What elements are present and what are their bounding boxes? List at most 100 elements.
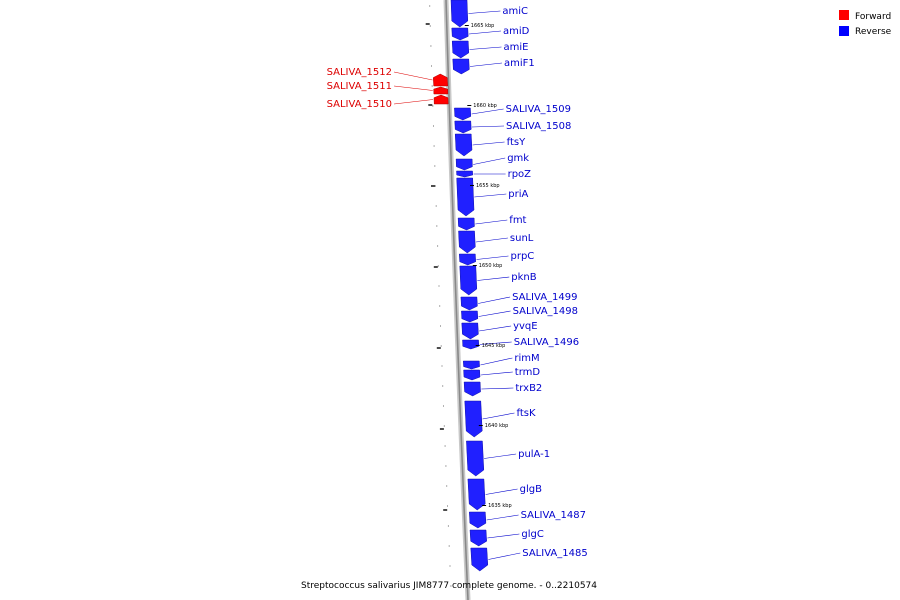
- gene-label-sunl[interactable]: sunL: [510, 233, 534, 244]
- legend-swatch-forward: [839, 10, 849, 20]
- gene-track: [433, 0, 489, 572]
- gene-label-glgc[interactable]: glgC: [521, 529, 543, 540]
- position-label: 1640 kbp: [485, 423, 509, 429]
- leader-line: [480, 357, 513, 366]
- gene-label-saliva_1496[interactable]: SALIVA_1496: [514, 337, 579, 348]
- leader-line: [475, 219, 508, 225]
- gene-arrow-saliva_1496[interactable]: [462, 339, 480, 350]
- gene-arrow-amif1[interactable]: [452, 58, 470, 75]
- position-label: 1635 kbp: [488, 503, 512, 509]
- gene-label-prpc[interactable]: prpC: [511, 251, 535, 262]
- legend-label-reverse: Reverse: [855, 27, 892, 37]
- gene-label-pria[interactable]: priA: [508, 189, 528, 200]
- gene-arrow-rpoz[interactable]: [456, 170, 473, 178]
- position-label: 1660 kbp: [473, 103, 497, 109]
- gene-arrow-pknb[interactable]: [459, 265, 478, 296]
- gene-label-amid[interactable]: amiD: [503, 26, 530, 37]
- position-label: 1650 kbp: [479, 263, 503, 269]
- leader-line: [486, 514, 519, 521]
- gene-label-saliva_1498[interactable]: SALIVA_1498: [513, 306, 578, 317]
- gene-label-amic[interactable]: amiC: [502, 6, 528, 17]
- gene-label-saliva_1510[interactable]: SALIVA_1510: [327, 99, 392, 110]
- gene-arrow-trxb2[interactable]: [463, 381, 481, 397]
- gene-label-rimm[interactable]: rimM: [514, 353, 539, 364]
- gene-label-pknb[interactable]: pknB: [511, 272, 536, 283]
- leader-line: [475, 237, 508, 243]
- gene-label-saliva_1487[interactable]: SALIVA_1487: [521, 510, 586, 521]
- gene-arrow-fmt[interactable]: [457, 217, 475, 231]
- leader-line: [468, 30, 502, 35]
- leader-line: [484, 453, 517, 459]
- gene-label-trxb2[interactable]: trxB2: [515, 383, 542, 394]
- gene-label-rpoz[interactable]: rpoZ: [508, 169, 532, 180]
- leader-line: [471, 125, 505, 128]
- gene-arrow-glgc[interactable]: [469, 529, 487, 547]
- leader-line: [478, 310, 511, 317]
- gene-arrow-saliva_1487[interactable]: [469, 511, 487, 529]
- genome-caption: Streptococcus salivarius JIM8777 complet…: [301, 581, 597, 591]
- gene-label-fmt[interactable]: fmt: [509, 215, 526, 226]
- position-label: 1645 kbp: [482, 343, 506, 349]
- gene-label-ftsy[interactable]: ftsY: [507, 137, 526, 148]
- gene-arrow-sunl[interactable]: [458, 230, 476, 254]
- leader-line: [473, 157, 506, 165]
- gene-arrow-saliva_1509[interactable]: [454, 107, 472, 121]
- gene-label-saliva_1512[interactable]: SALIVA_1512: [327, 67, 392, 78]
- gene-arrow-amid[interactable]: [451, 27, 469, 41]
- gene-arrow-amic[interactable]: [450, 0, 469, 28]
- leader-line: [481, 387, 514, 390]
- leader-line: [468, 10, 501, 14]
- legend: Forward Reverse: [839, 10, 892, 37]
- gene-label-saliva_1509[interactable]: SALIVA_1509: [506, 104, 571, 115]
- leader-line: [479, 325, 512, 332]
- leader-line: [482, 412, 515, 420]
- gene-arrow-ftsk[interactable]: [464, 400, 483, 438]
- leader-line: [474, 193, 507, 198]
- gene-label-yvqe[interactable]: yvqE: [513, 321, 538, 332]
- leader-line: [487, 533, 520, 539]
- gene-arrow-pula-1[interactable]: [466, 440, 485, 477]
- gene-arrow-gmk[interactable]: [455, 158, 473, 171]
- gene-label-saliva_1485[interactable]: SALIVA_1485: [522, 548, 587, 559]
- gene-arrow-yvqe[interactable]: [461, 322, 479, 340]
- leader-line: [393, 85, 433, 91]
- gene-label-trmd[interactable]: trmD: [515, 367, 541, 378]
- leader-line: [476, 255, 509, 260]
- gene-arrow-saliva_1510[interactable]: [433, 94, 449, 105]
- position-labels: 1665 kbp 1660 kbp 1655 kbp 1650 kbp 1645 kbp…: [464, 23, 512, 509]
- gene-label-pula-1[interactable]: pulA-1: [518, 449, 550, 460]
- leader-line: [480, 371, 513, 376]
- gene-label-saliva_1511[interactable]: SALIVA_1511: [327, 81, 392, 92]
- gene-arrow-saliva_1498[interactable]: [461, 310, 479, 323]
- gene-label-amif1[interactable]: amiF1: [504, 58, 535, 69]
- gene-arrow-ftsy[interactable]: [454, 133, 473, 157]
- leader-line: [479, 341, 512, 345]
- leader-line: [469, 62, 503, 67]
- legend-label-forward: Forward: [855, 12, 891, 22]
- gene-arrow-glgb[interactable]: [467, 478, 486, 511]
- leader-line: [472, 141, 505, 146]
- gene-label-gmk[interactable]: gmk: [507, 153, 529, 164]
- gene-label-amie[interactable]: amiE: [504, 42, 529, 53]
- gene-arrow-pria[interactable]: [456, 177, 475, 217]
- gene-arrow-saliva_1511[interactable]: [433, 86, 449, 95]
- gene-arrow-saliva_1512[interactable]: [433, 73, 448, 87]
- gene-label-saliva_1499[interactable]: SALIVA_1499: [512, 292, 577, 303]
- legend-swatch-reverse: [839, 26, 849, 36]
- label-leaders: [393, 10, 521, 560]
- gene-arrow-trmd[interactable]: [463, 369, 481, 381]
- gene-arrow-rimm[interactable]: [463, 360, 480, 370]
- gene-label-ftsk[interactable]: ftsK: [517, 408, 536, 419]
- gene-arrow-saliva_1485[interactable]: [470, 547, 489, 572]
- gene-label-glgb[interactable]: glgB: [520, 484, 542, 495]
- gene-labels: amiC amiD amiE amiF1 SALIVA_1512 SALIVA_1511 S…: [327, 6, 588, 559]
- gene-arrow-prpc[interactable]: [459, 253, 476, 266]
- gene-label-saliva_1508[interactable]: SALIVA_1508: [506, 121, 571, 132]
- leader-line: [485, 488, 518, 495]
- leader-line: [477, 276, 510, 281]
- gene-arrow-saliva_1508[interactable]: [454, 120, 472, 134]
- gene-arrow-amie[interactable]: [451, 40, 470, 59]
- tick-marks: [425, 5, 452, 587]
- gene-arrow-saliva_1499[interactable]: [460, 296, 478, 311]
